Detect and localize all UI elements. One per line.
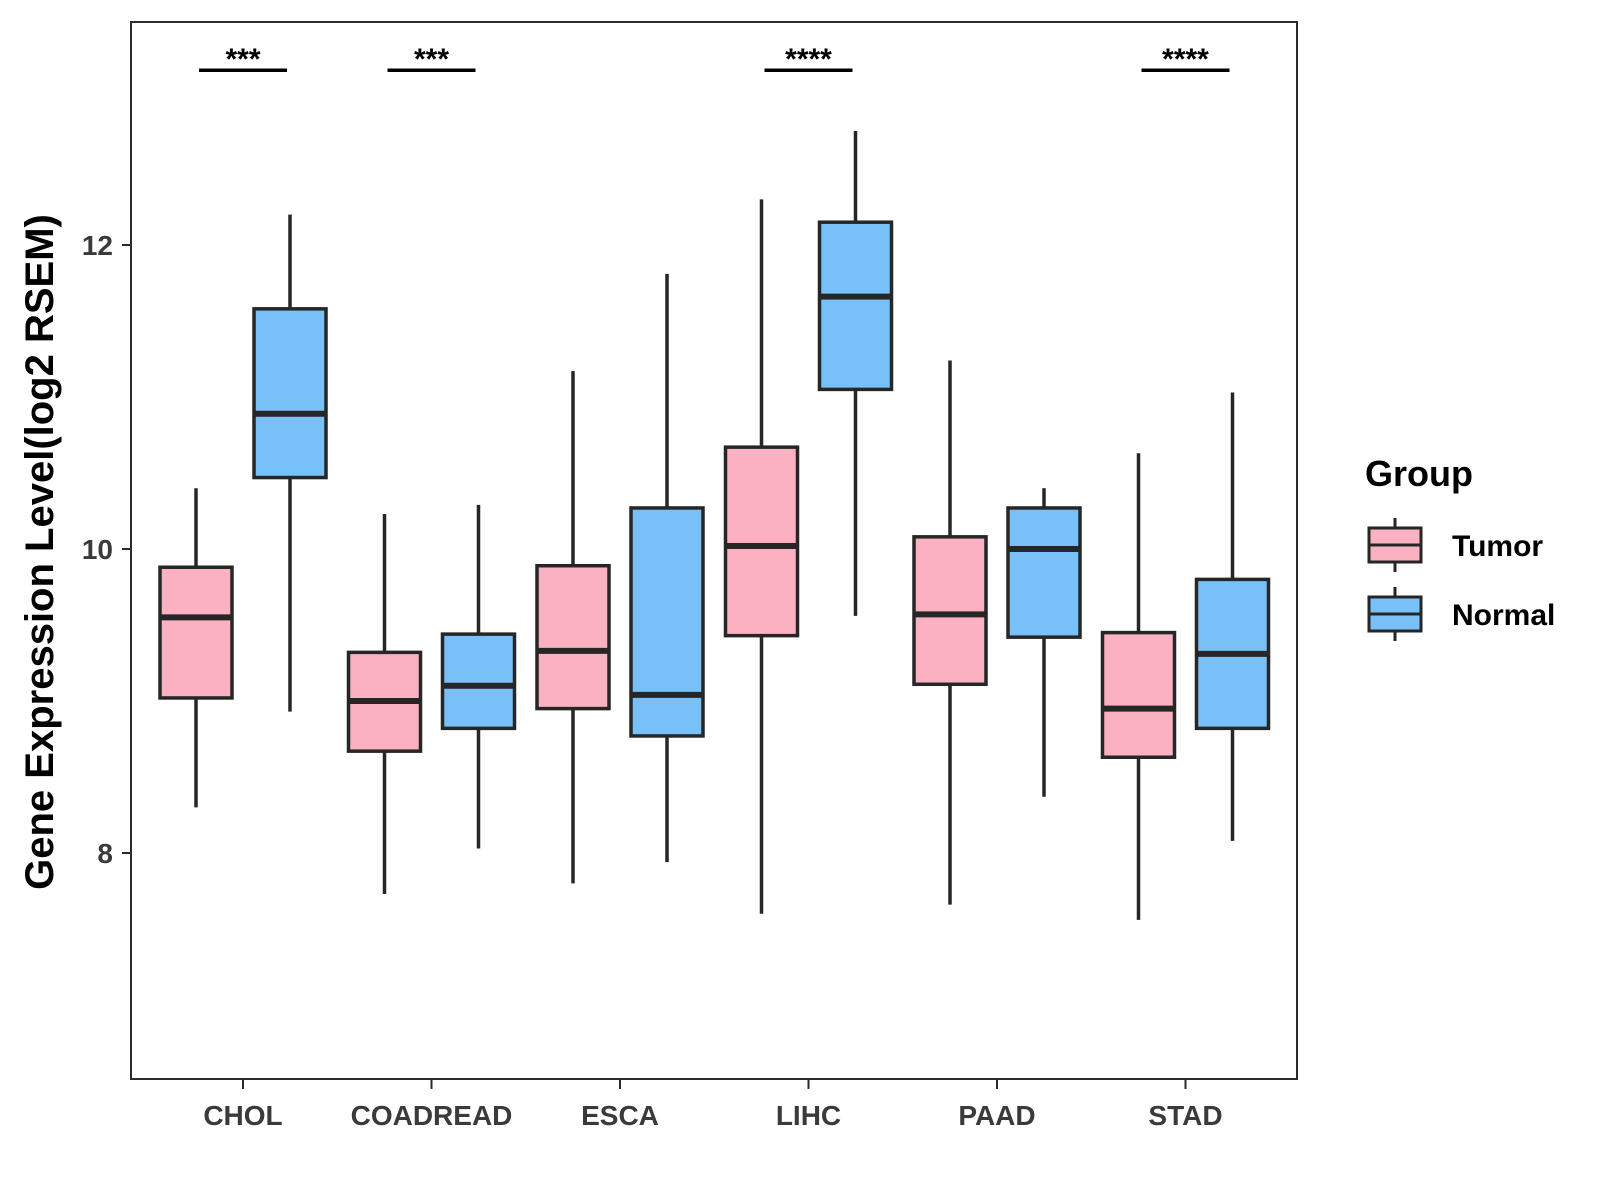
tumor-iqr-rect-stad [1100,630,1177,759]
y-axis: 8 10 12 [82,230,131,869]
x-tick-label-paad: PAAD [958,1100,1035,1131]
x-tick-label-lihc: LIHC [776,1100,841,1131]
normal-box-esca [629,273,705,863]
normal-iqr-rect-esca [629,506,705,738]
x-tick-label-coadread: COADREAD [351,1100,513,1131]
legend-item-tumor: Tumor [1367,518,1543,572]
y-tick-label-12: 12 [82,230,113,261]
normal-box-chol [252,214,328,712]
tumor-box-chol [158,488,234,808]
tumor-box-paad [912,360,988,905]
y-axis-title: Gene Expression Level(log2 RSEM) [18,214,62,890]
normal-iqr-rect-coadread [440,632,517,731]
significance-chol: *** [199,43,287,76]
tumor-box-esca [535,371,611,884]
normal-iqr-rect-lihc [817,220,894,392]
significance-annotations: *** *** **** **** [199,43,1230,76]
x-axis: CHOL COADREAD ESCA LIHC PAAD STAD [203,1079,1223,1131]
legend-title: Group [1365,453,1473,494]
tumor-box-stad [1100,453,1177,920]
significance-label-chol: *** [225,43,260,76]
legend-item-normal: Normal [1367,587,1555,641]
normal-iqr-rect-paad [1006,506,1082,639]
plot-panel-border [130,21,1298,1080]
significance-coadread: *** [387,43,476,76]
significance-label-coadread: *** [414,43,449,76]
significance-label-lihc: **** [785,43,832,76]
legend-label-tumor: Tumor [1452,530,1543,563]
plot-marks [158,131,1271,920]
normal-box-paad [1006,488,1082,797]
tumor-box-coadread [346,514,423,895]
normal-iqr-rect-chol [252,307,328,480]
significance-lihc: **** [764,43,853,76]
legend-label-normal: Normal [1452,599,1555,632]
normal-box-coadread [440,504,517,849]
tumor-box-lihc [723,199,800,914]
y-tick-label-10: 10 [82,534,113,565]
significance-stad: **** [1141,43,1230,76]
tumor-iqr-rect-lihc [723,445,800,638]
y-tick-label-8: 8 [97,838,113,869]
legend: Group Tumor Normal [1365,453,1555,641]
tumor-iqr-rect-chol [158,565,234,700]
normal-box-lihc [817,131,894,616]
x-tick-label-chol: CHOL [203,1100,282,1131]
tumor-iqr-rect-paad [912,535,988,687]
significance-label-stad: **** [1162,43,1209,76]
x-tick-label-esca: ESCA [581,1100,659,1131]
x-tick-label-stad: STAD [1148,1100,1222,1131]
tumor-iqr-rect-esca [535,563,611,711]
normal-box-stad [1194,392,1271,841]
